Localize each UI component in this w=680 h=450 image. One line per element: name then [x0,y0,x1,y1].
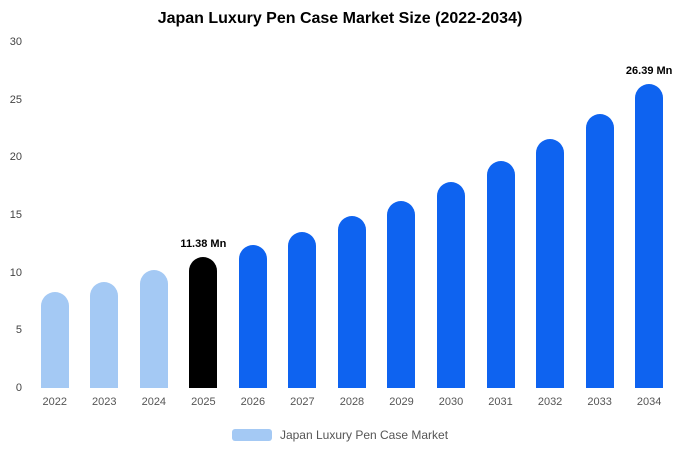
x-tick-label-2024: 2024 [141,396,167,408]
bar-slot-2028 [327,42,377,388]
y-tick-label: 0 [15,382,22,394]
y-tick-label: 30 [9,36,22,48]
legend-label: Japan Luxury Pen Case Market [279,428,449,442]
bar-2022 [40,292,69,388]
bar-slot-2022 [30,42,80,388]
x-tick-label-2032: 2032 [537,396,563,408]
y-tick-label: 10 [9,266,22,279]
plot-area: 11.38 Mn 26.39 Mn [30,42,674,388]
bar-slot-2025: 11.38 Mn [179,42,229,388]
bar-2026 [238,245,267,388]
bar-2023 [90,281,119,388]
y-tick-label: 15 [9,209,22,221]
y-axis: 0 5 10 15 20 25 30 [0,36,24,394]
chart-title: Japan Luxury Pen Case Market Size (2022-… [157,10,523,27]
bar-slot-2030 [426,42,476,388]
bar-2024 [139,270,168,388]
x-tick-label-2026: 2026 [240,396,266,408]
bar-2029 [387,201,416,388]
bar-slot-2024 [129,42,179,388]
x-tick-label-2033: 2033 [587,396,612,408]
x-tick-label-2034: 2034 [636,396,662,408]
x-tick-label-2028: 2028 [339,396,365,408]
bar-slot-2031 [476,42,526,388]
bar-slot-2032 [525,42,575,388]
x-tick-label-2027: 2027 [290,396,315,408]
y-tick-label: 5 [15,324,22,337]
bar-2030 [437,181,466,388]
x-tick-label-2023: 2023 [92,396,117,408]
bar-slot-2023 [80,42,130,388]
y-tick-label: 20 [9,151,22,164]
bar-slot-2026 [228,42,278,388]
bar-slot-2033 [575,42,625,388]
bar-slot-2027 [278,42,328,388]
bar-value-label-2025: 11.38 Mn [180,237,227,250]
legend: Japan Luxury Pen Case Market [0,428,680,442]
bar-2028 [337,216,366,388]
bar-slot-2029 [377,42,427,388]
bar-2033 [585,113,614,388]
bar-2032 [536,138,565,388]
x-tick-label-2025: 2025 [191,396,216,408]
bar-2025: 11.38 Mn [180,238,226,388]
x-tick-label-2031: 2031 [488,396,513,408]
x-tick-label-2029: 2029 [389,396,414,408]
x-axis: 2022 2023 2024 2025 2026 2027 2028 2029 2030 2031… [30,396,674,412]
bar-slot-2034: 26.39 Mn [624,42,674,388]
y-tick-label: 25 [9,93,22,106]
legend-swatch-icon [231,429,272,441]
bar-2034: 26.39 Mn [626,65,672,388]
x-tick-label-2030: 2030 [438,396,464,408]
x-tick-label-2022: 2022 [42,396,67,408]
bar-2031 [486,160,515,388]
bar-value-label-2034: 26.39 Mn [625,64,673,77]
bar-2027 [288,232,317,388]
